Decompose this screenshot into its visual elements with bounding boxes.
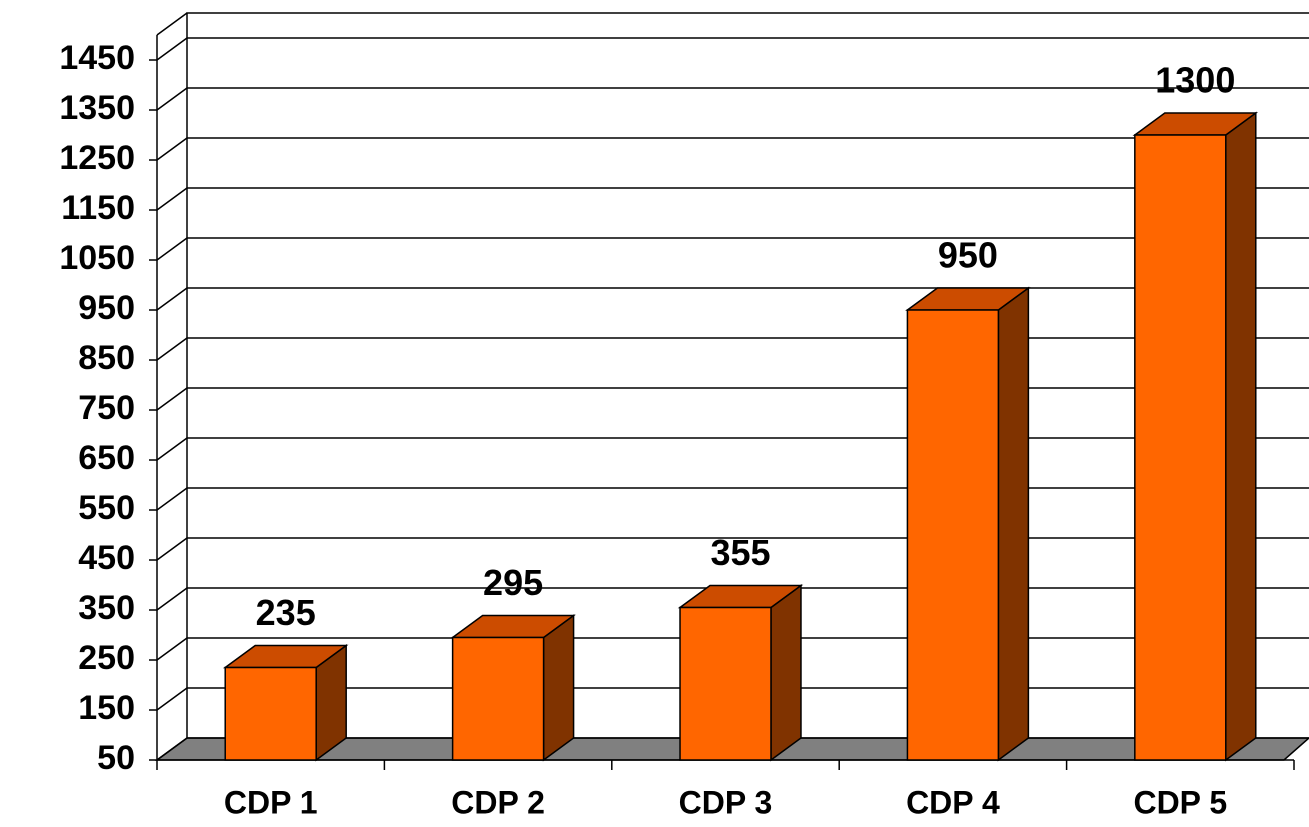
x-tick-label: CDP 2	[451, 784, 545, 820]
y-tick-label: 750	[78, 389, 135, 427]
y-tick-label: 850	[78, 339, 135, 377]
y-tick-label: 1450	[59, 39, 135, 77]
bar	[450, 614, 576, 762]
grid-line	[156, 737, 188, 761]
grid-line	[156, 437, 188, 461]
value-label: 950	[938, 235, 998, 276]
value-label: 295	[483, 562, 543, 603]
value-label: 235	[256, 592, 316, 633]
y-tick-label: 450	[78, 539, 135, 577]
y-tick-label: 250	[78, 639, 135, 677]
x-tick-label: CDP 1	[224, 784, 318, 820]
y-tick-label: 650	[78, 439, 135, 477]
grid-line	[156, 137, 188, 161]
grid-line	[156, 687, 188, 711]
grid-line	[156, 37, 188, 61]
y-tick-label: 550	[78, 489, 135, 527]
x-tick-label: CDP 4	[906, 784, 1000, 820]
y-tick-label: 1050	[59, 239, 135, 277]
grid-line	[156, 387, 188, 411]
bar	[905, 286, 1031, 762]
bar-front	[451, 636, 545, 761]
y-axis-depth	[156, 12, 188, 36]
bar-front	[224, 666, 317, 761]
y-tick-label: 950	[78, 289, 135, 327]
bar-front	[679, 606, 772, 761]
value-label: 355	[710, 532, 770, 573]
grid-line	[156, 537, 188, 561]
value-label: 1300	[1155, 60, 1235, 101]
grid-line	[156, 637, 188, 661]
y-tick-label: 1350	[59, 89, 135, 127]
y-tick-label: 1250	[59, 139, 135, 177]
y-tick-label: 150	[78, 689, 135, 727]
bar-front	[1134, 134, 1227, 761]
y-tick-label: 50	[97, 739, 135, 777]
grid-line	[156, 337, 188, 361]
y-tick-label: 350	[78, 589, 135, 627]
bar-side	[997, 286, 1030, 762]
bar-side	[770, 584, 802, 762]
x-tick-label: CDP 5	[1133, 784, 1227, 820]
grid-line	[156, 237, 188, 261]
x-tick-label: CDP 3	[679, 784, 773, 820]
bar	[677, 584, 804, 762]
grid-line	[156, 487, 188, 511]
bar-side	[542, 614, 575, 762]
bar	[1132, 111, 1259, 762]
grid-line	[156, 587, 188, 611]
grid-line	[156, 87, 188, 111]
bar-front	[906, 309, 1000, 761]
grid-line	[156, 287, 188, 311]
bar	[222, 644, 349, 762]
bar-side	[1225, 111, 1257, 762]
y-tick-label: 1150	[61, 189, 135, 227]
grid-line	[156, 187, 188, 211]
